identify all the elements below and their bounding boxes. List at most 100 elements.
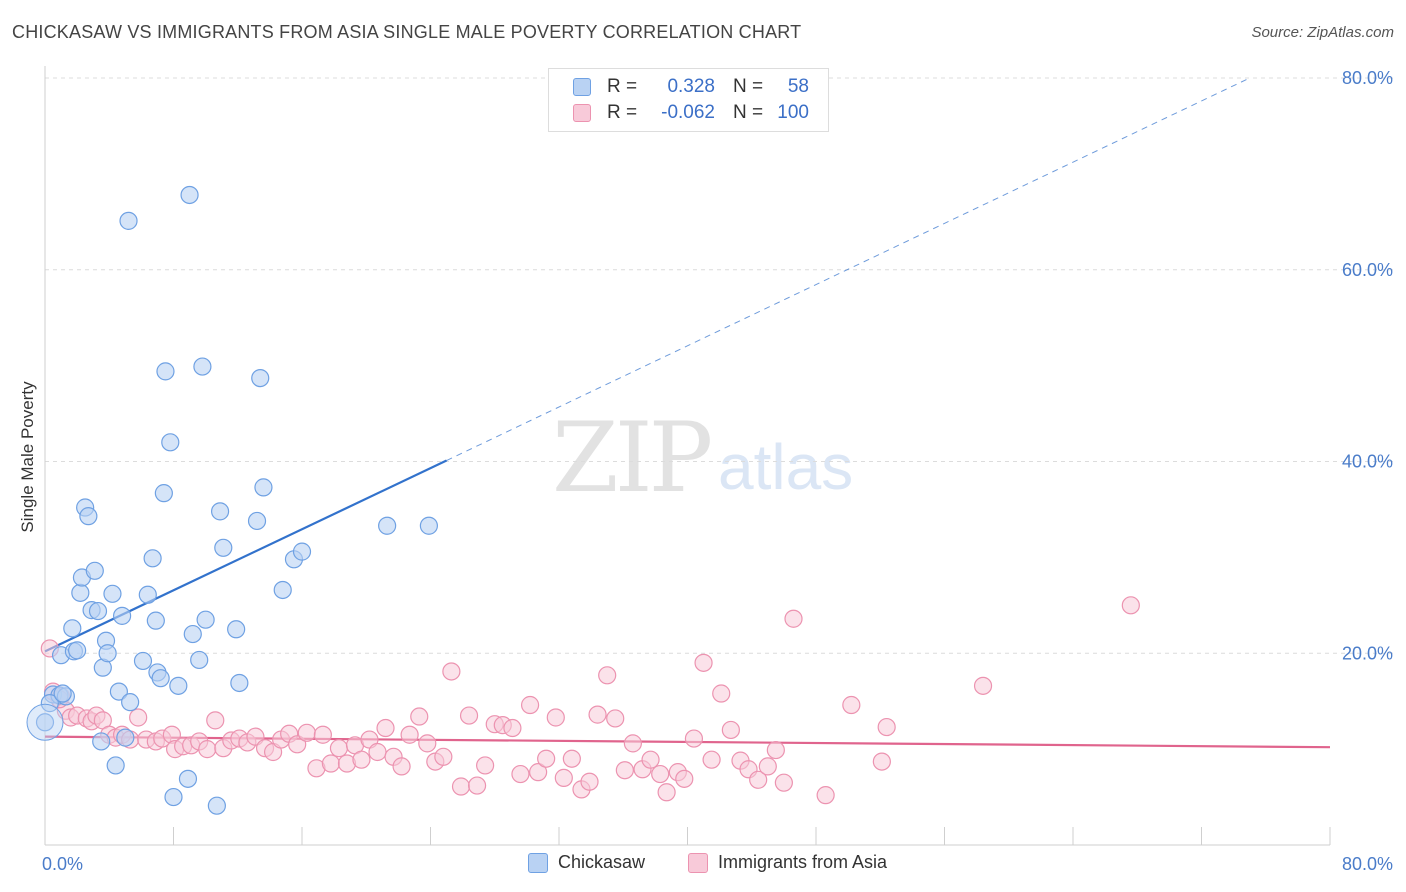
data-point-chickasaw bbox=[227, 620, 246, 639]
bottom-legend-label: Immigrants from Asia bbox=[718, 852, 888, 872]
data-point-chickasaw bbox=[88, 601, 108, 621]
data-point-immigrants bbox=[418, 734, 437, 753]
legend-swatch-blue bbox=[573, 78, 591, 96]
data-point-immigrants bbox=[872, 752, 891, 771]
y-axis-label: Single Male Poverty bbox=[18, 381, 37, 533]
chart-title: CHICKASAW VS IMMIGRANTS FROM ASIA SINGLE… bbox=[12, 22, 802, 42]
data-point-immigrants bbox=[675, 769, 694, 788]
data-point-immigrants bbox=[554, 768, 573, 787]
data-point-immigrants bbox=[774, 773, 793, 792]
legend-r-value: 0.328 bbox=[667, 76, 715, 97]
trend-dashed bbox=[446, 77, 1250, 461]
points-immigrants-from-asia bbox=[40, 596, 1140, 805]
data-point-chickasaw bbox=[251, 368, 270, 388]
data-point-immigrants bbox=[529, 763, 548, 782]
data-point-immigrants bbox=[877, 717, 896, 737]
data-point-immigrants bbox=[392, 757, 411, 776]
data-point-chickasaw bbox=[79, 507, 98, 526]
data-point-immigrants bbox=[712, 684, 731, 703]
trend-line-chickasaw bbox=[44, 77, 1250, 653]
data-point-immigrants bbox=[1121, 596, 1140, 615]
correlation-legend: R = 0.328 N = 58 R = -0.062 N = 100 bbox=[548, 68, 829, 132]
data-point-chickasaw bbox=[133, 651, 153, 671]
data-point-chickasaw bbox=[138, 585, 157, 604]
data-point-immigrants bbox=[329, 739, 349, 758]
data-point-chickasaw bbox=[190, 650, 209, 670]
legend-swatch-pink bbox=[573, 104, 591, 122]
data-point-chickasaw bbox=[35, 713, 55, 732]
data-point-chickasaw bbox=[109, 682, 128, 701]
data-point-chickasaw bbox=[154, 484, 173, 503]
data-point-immigrants bbox=[198, 740, 217, 759]
data-point-chickasaw bbox=[207, 796, 226, 815]
data-point-chickasaw bbox=[40, 694, 59, 713]
legend-r-label: R = bbox=[607, 102, 638, 123]
data-point-immigrants bbox=[651, 764, 670, 784]
source-credit[interactable]: Source: ZipAtlas.com bbox=[1251, 24, 1394, 41]
data-point-immigrants bbox=[816, 786, 835, 805]
data-point-chickasaw bbox=[146, 611, 165, 630]
legend-n-label: N = bbox=[733, 76, 764, 97]
data-point-chickasaw bbox=[180, 185, 199, 205]
bottom-legend-label: Chickasaw bbox=[558, 852, 646, 872]
data-point-immigrants bbox=[694, 653, 713, 672]
data-point-chickasaw bbox=[161, 433, 180, 452]
data-point-chickasaw bbox=[247, 511, 267, 531]
data-point-chickasaw bbox=[183, 624, 202, 644]
data-point-chickasaw bbox=[292, 542, 312, 561]
data-point-immigrants bbox=[784, 609, 803, 628]
data-point-chickasaw bbox=[103, 584, 122, 603]
data-point-immigrants bbox=[702, 750, 721, 769]
data-point-immigrants bbox=[749, 770, 768, 789]
data-point-immigrants bbox=[562, 749, 581, 768]
gridlines bbox=[45, 77, 1393, 654]
data-point-chickasaw bbox=[116, 728, 135, 747]
data-point-immigrants bbox=[684, 729, 704, 748]
data-point-chickasaw bbox=[254, 478, 273, 497]
y-tick-label: 60.0% bbox=[1342, 260, 1393, 280]
bottom-legend-immigrants[interactable]: Immigrants from Asia bbox=[688, 852, 887, 873]
data-point-chickasaw-cluster bbox=[26, 703, 64, 741]
legend-n-label: N = bbox=[733, 102, 764, 123]
legend-r-label: R = bbox=[607, 76, 638, 97]
data-point-immigrants bbox=[368, 742, 387, 762]
data-point-immigrants bbox=[400, 725, 419, 744]
bottom-legend-swatch-pink bbox=[688, 852, 708, 873]
legend-row-immigrants: R = -0.062 N = 100 bbox=[573, 101, 809, 125]
data-point-immigrants bbox=[476, 756, 495, 775]
data-point-chickasaw bbox=[196, 610, 215, 629]
data-point-immigrants bbox=[606, 709, 625, 728]
points-chickasaw bbox=[26, 185, 438, 815]
x-tick-label: 80.0% bbox=[1342, 854, 1393, 874]
data-point-chickasaw bbox=[119, 211, 138, 230]
data-point-immigrants bbox=[537, 749, 556, 768]
y-tick-label: 40.0% bbox=[1342, 452, 1393, 472]
data-point-chickasaw bbox=[68, 641, 87, 660]
x-tick-label: 0.0% bbox=[42, 854, 83, 874]
data-point-immigrants bbox=[459, 706, 479, 725]
legend-r-value: -0.062 bbox=[661, 102, 715, 123]
data-point-chickasaw bbox=[98, 644, 117, 663]
data-point-immigrants bbox=[434, 747, 453, 766]
data-point-chickasaw bbox=[92, 732, 111, 751]
data-point-immigrants bbox=[321, 754, 341, 773]
trend-solid bbox=[44, 459, 448, 653]
data-point-chickasaw bbox=[156, 362, 175, 381]
data-point-immigrants bbox=[657, 783, 676, 802]
data-point-immigrants bbox=[758, 757, 777, 776]
data-point-immigrants bbox=[766, 740, 785, 760]
data-point-immigrants bbox=[721, 720, 740, 740]
data-point-chickasaw bbox=[164, 787, 183, 807]
data-point-immigrants bbox=[206, 711, 225, 730]
bottom-legend-chickasaw[interactable]: Chickasaw bbox=[528, 852, 645, 873]
legend-row-chickasaw: R = 0.328 N = 58 bbox=[573, 75, 809, 99]
data-point-immigrants bbox=[520, 695, 540, 715]
data-point-chickasaw bbox=[53, 684, 72, 703]
data-point-immigrants bbox=[376, 718, 395, 738]
data-point-chickasaw bbox=[178, 769, 198, 788]
y-tick-label: 20.0% bbox=[1342, 643, 1393, 663]
data-point-immigrants bbox=[641, 750, 660, 769]
tick-labels: 20.0% 40.0% 60.0% 80.0% 0.0% 80.0% bbox=[42, 68, 1393, 874]
data-point-immigrants bbox=[580, 772, 599, 791]
legend-n-value: 100 bbox=[777, 102, 809, 123]
